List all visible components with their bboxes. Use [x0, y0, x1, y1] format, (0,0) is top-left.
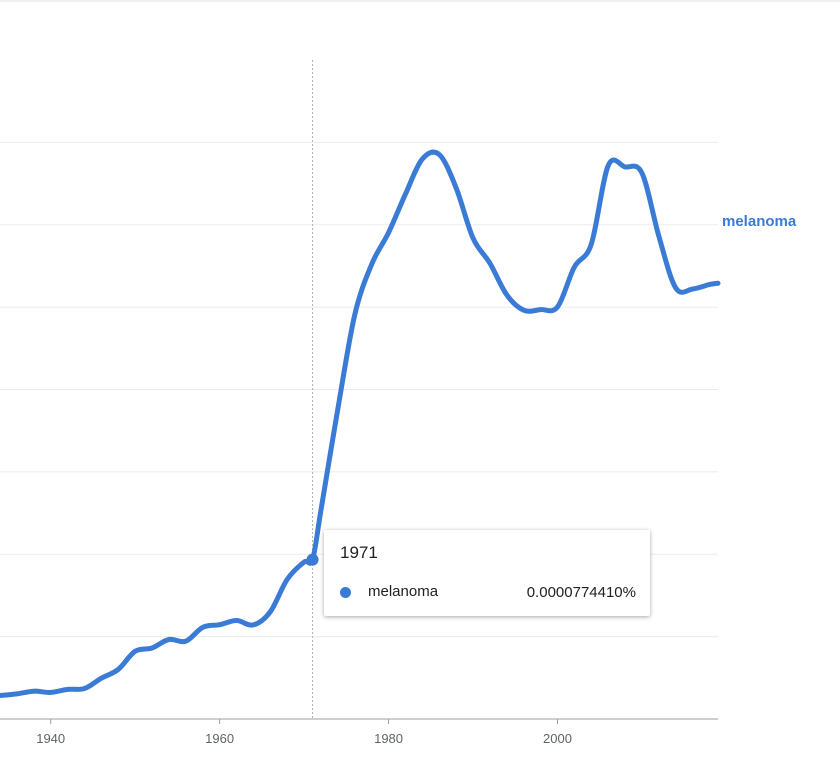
x-axis-ticks: 1940 1960 1980 2000 — [36, 719, 572, 746]
series-end-label[interactable]: melanoma — [722, 213, 797, 230]
x-tick-label: 1980 — [374, 731, 403, 746]
tooltip-series-value: 0.0000774410% — [526, 584, 636, 601]
x-tick-label: 2000 — [543, 731, 572, 746]
x-tick-label: 1940 — [36, 731, 65, 746]
x-tick-label: 1960 — [205, 731, 234, 746]
hover-point — [306, 553, 319, 566]
tooltip-year: 1971 — [340, 543, 378, 562]
series-line-melanoma[interactable] — [0, 149, 721, 699]
series-group: melanoma — [0, 149, 797, 699]
tooltip-series-dot-icon — [340, 587, 351, 598]
tooltip-series-name: melanoma — [368, 583, 439, 600]
hover-tooltip: 1971 melanoma 0.0000774410% — [324, 530, 650, 616]
